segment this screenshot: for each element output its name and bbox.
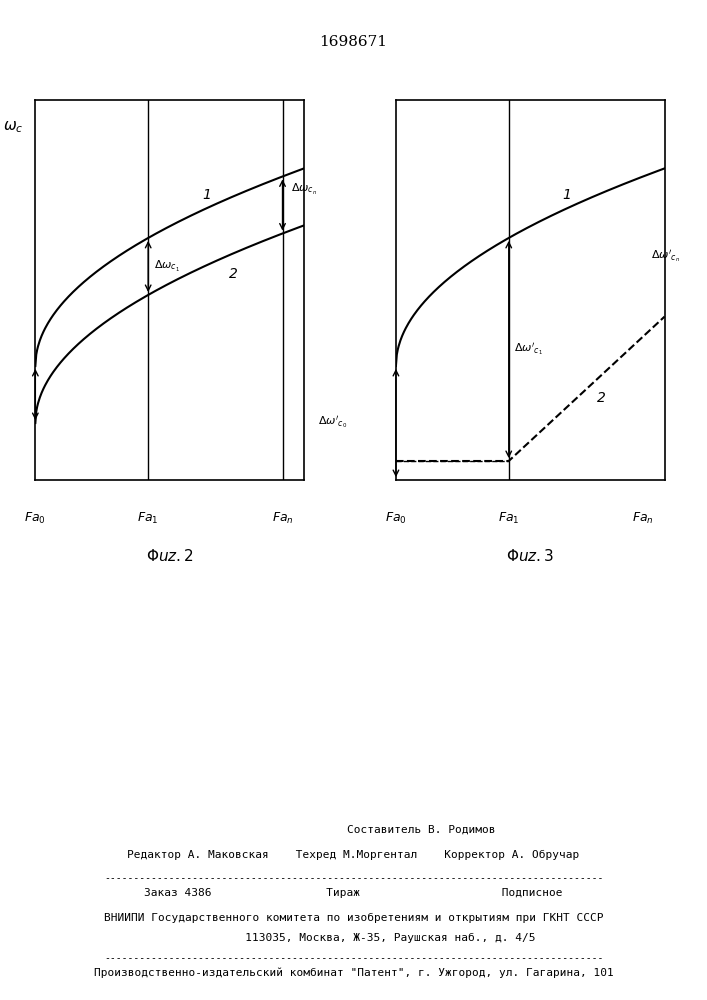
Text: $Fa_1$: $Fa_1$	[498, 510, 520, 526]
Text: $\Phi u z. 2$: $\Phi u z. 2$	[146, 548, 194, 564]
Text: ВНИИПИ Государственного комитета по изобретениям и открытиям при ГКНТ СССР: ВНИИПИ Государственного комитета по изоб…	[104, 913, 603, 923]
Text: $Fa_0$: $Fa_0$	[385, 510, 407, 526]
Text: 2: 2	[229, 267, 238, 281]
Text: $\Phi u z. 3$: $\Phi u z. 3$	[506, 548, 554, 564]
Text: $Fa_1$: $Fa_1$	[137, 510, 159, 526]
Text: --------------------------------------------------------------------------------: ----------------------------------------…	[104, 873, 603, 883]
Text: 1698671: 1698671	[320, 35, 387, 49]
Text: $Fa_0$: $Fa_0$	[25, 510, 46, 526]
Text: 1: 1	[563, 188, 571, 202]
Text: 2: 2	[597, 391, 607, 405]
Text: $\Delta\omega'_{c_1}$: $\Delta\omega'_{c_1}$	[514, 341, 543, 358]
Text: $\Delta\omega_{c_n}$: $\Delta\omega_{c_n}$	[291, 182, 317, 197]
Text: 113035, Москва, Ж-35, Раушская наб., д. 4/5: 113035, Москва, Ж-35, Раушская наб., д. …	[171, 933, 536, 943]
Text: Производственно-издательский комбинат "Патент", г. Ужгород, ул. Гагарина, 101: Производственно-издательский комбинат "П…	[93, 968, 614, 978]
Text: $\Delta\omega_{c_1}$: $\Delta\omega_{c_1}$	[153, 259, 180, 274]
Text: 1: 1	[202, 188, 211, 202]
Text: $Fa_n$: $Fa_n$	[632, 510, 654, 526]
Text: $\Delta\omega'_{c_n}$: $\Delta\omega'_{c_n}$	[651, 248, 680, 265]
Text: Редактор А. Маковская    Техред М.Моргентал    Корректор А. Обручар: Редактор А. Маковская Техред М.Моргентал…	[127, 850, 580, 860]
Text: Составитель В. Родимов: Составитель В. Родимов	[212, 825, 495, 835]
Text: --------------------------------------------------------------------------------: ----------------------------------------…	[104, 953, 603, 963]
Text: $\Delta\omega'_{c_0}$: $\Delta\omega'_{c_0}$	[318, 415, 348, 431]
Text: $Fa_n$: $Fa_n$	[271, 510, 293, 526]
Text: Заказ 4386                 Тираж                     Подписное: Заказ 4386 Тираж Подписное	[144, 888, 563, 898]
Text: $\omega_c$: $\omega_c$	[3, 119, 23, 135]
